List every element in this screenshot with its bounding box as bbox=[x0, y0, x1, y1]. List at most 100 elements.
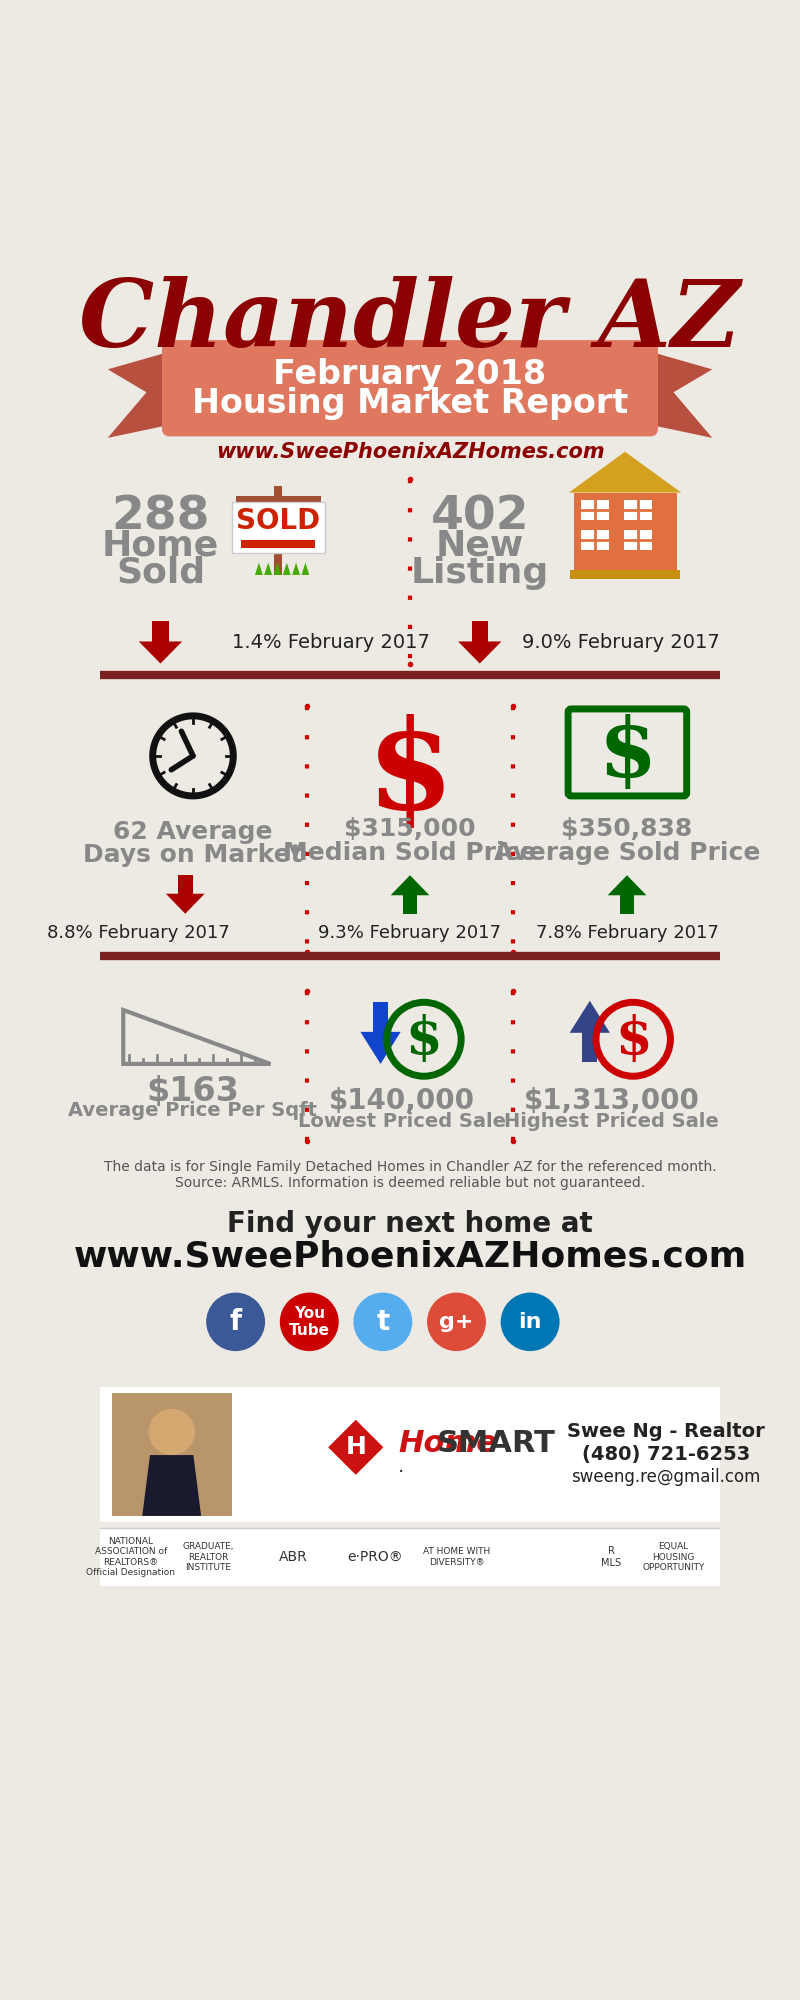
Text: $1,313,000: $1,313,000 bbox=[523, 1088, 699, 1116]
Polygon shape bbox=[361, 1032, 401, 1064]
FancyBboxPatch shape bbox=[100, 1528, 720, 1586]
Text: t: t bbox=[376, 1308, 390, 1336]
Polygon shape bbox=[390, 876, 430, 896]
Polygon shape bbox=[620, 894, 634, 914]
Text: SOLD: SOLD bbox=[236, 508, 320, 536]
Text: R
MLS: R MLS bbox=[602, 1546, 622, 1568]
Text: Swee Ng - Realtor: Swee Ng - Realtor bbox=[567, 1422, 765, 1440]
Text: f: f bbox=[230, 1308, 242, 1336]
Text: $140,000: $140,000 bbox=[330, 1088, 475, 1116]
Polygon shape bbox=[608, 876, 646, 896]
Text: $315,000: $315,000 bbox=[344, 818, 476, 842]
Polygon shape bbox=[650, 352, 712, 438]
Text: Listing: Listing bbox=[410, 556, 549, 590]
FancyBboxPatch shape bbox=[112, 1394, 232, 1516]
Text: www.SweePhoenixAZHomes.com: www.SweePhoenixAZHomes.com bbox=[216, 442, 604, 462]
FancyBboxPatch shape bbox=[574, 492, 677, 570]
Text: .: . bbox=[398, 1456, 405, 1476]
Text: ◆: ◆ bbox=[328, 1412, 383, 1482]
Text: in: in bbox=[518, 1312, 542, 1332]
Text: sweeng.re@gmail.com: sweeng.re@gmail.com bbox=[571, 1468, 761, 1486]
Polygon shape bbox=[582, 1030, 598, 1062]
Text: e·PRO®: e·PRO® bbox=[347, 1550, 403, 1564]
Text: Lowest Priced Sale: Lowest Priced Sale bbox=[298, 1112, 506, 1130]
Circle shape bbox=[354, 1292, 412, 1352]
Text: 1.4% February 2017: 1.4% February 2017 bbox=[232, 634, 430, 652]
Text: You
Tube: You Tube bbox=[289, 1306, 330, 1338]
Polygon shape bbox=[108, 352, 170, 438]
FancyBboxPatch shape bbox=[232, 502, 325, 552]
Text: Average Price Per Sqft: Average Price Per Sqft bbox=[69, 1100, 318, 1120]
Text: 8.8% February 2017: 8.8% February 2017 bbox=[47, 924, 230, 942]
Text: Chandler AZ: Chandler AZ bbox=[79, 276, 741, 366]
Text: The data is for Single Family Detached Homes in Chandler AZ for the referenced m: The data is for Single Family Detached H… bbox=[104, 1160, 716, 1174]
Text: New: New bbox=[436, 528, 524, 562]
Text: Median Sold Price: Median Sold Price bbox=[283, 840, 537, 864]
FancyBboxPatch shape bbox=[568, 708, 686, 796]
Text: 9.0% February 2017: 9.0% February 2017 bbox=[522, 634, 720, 652]
Polygon shape bbox=[274, 486, 282, 574]
FancyBboxPatch shape bbox=[162, 340, 658, 436]
Text: 9.3% February 2017: 9.3% February 2017 bbox=[318, 924, 502, 942]
FancyBboxPatch shape bbox=[582, 530, 609, 550]
FancyBboxPatch shape bbox=[624, 530, 652, 550]
FancyBboxPatch shape bbox=[582, 500, 609, 520]
Text: (480) 721-6253: (480) 721-6253 bbox=[582, 1446, 750, 1464]
Circle shape bbox=[149, 1408, 195, 1456]
Text: NATIONAL
ASSOCIATION of
REALTORS®
Official Designation: NATIONAL ASSOCIATION of REALTORS® Offici… bbox=[86, 1536, 175, 1578]
Text: ABR: ABR bbox=[279, 1550, 308, 1564]
Text: Source: ARMLS. Information is deemed reliable but not guaranteed.: Source: ARMLS. Information is deemed rel… bbox=[175, 1176, 645, 1190]
Text: $: $ bbox=[406, 1014, 442, 1064]
Text: SMART: SMART bbox=[437, 1428, 556, 1458]
Text: H: H bbox=[346, 1434, 366, 1458]
Text: Sold: Sold bbox=[116, 556, 205, 590]
Text: $163: $163 bbox=[146, 1076, 239, 1108]
Polygon shape bbox=[471, 622, 488, 644]
Polygon shape bbox=[458, 642, 502, 664]
Polygon shape bbox=[373, 1002, 388, 1034]
Polygon shape bbox=[274, 562, 282, 574]
Circle shape bbox=[501, 1292, 559, 1352]
Polygon shape bbox=[255, 562, 262, 574]
Circle shape bbox=[280, 1292, 338, 1352]
FancyBboxPatch shape bbox=[570, 570, 680, 578]
FancyBboxPatch shape bbox=[241, 540, 315, 548]
Text: $: $ bbox=[615, 1014, 651, 1064]
Text: 402: 402 bbox=[430, 494, 529, 540]
Polygon shape bbox=[569, 452, 682, 492]
Text: GRADUATE,
REALTOR
INSTITUTE: GRADUATE, REALTOR INSTITUTE bbox=[182, 1542, 234, 1572]
Polygon shape bbox=[152, 622, 169, 644]
FancyBboxPatch shape bbox=[100, 1388, 720, 1522]
Text: Highest Priced Sale: Highest Priced Sale bbox=[504, 1112, 719, 1130]
Circle shape bbox=[206, 1292, 265, 1352]
Circle shape bbox=[427, 1292, 486, 1352]
Polygon shape bbox=[283, 562, 290, 574]
Polygon shape bbox=[402, 894, 418, 914]
Text: $: $ bbox=[598, 714, 656, 794]
Text: February 2018: February 2018 bbox=[274, 358, 546, 392]
Text: Days on Market: Days on Market bbox=[83, 842, 303, 866]
Text: 7.8% February 2017: 7.8% February 2017 bbox=[535, 924, 718, 942]
Polygon shape bbox=[142, 1456, 201, 1516]
Text: Home: Home bbox=[102, 528, 219, 562]
Text: $: $ bbox=[366, 714, 454, 834]
Polygon shape bbox=[166, 894, 205, 914]
Text: Housing Market Report: Housing Market Report bbox=[192, 386, 628, 420]
Polygon shape bbox=[570, 1000, 610, 1032]
Text: $350,838: $350,838 bbox=[562, 818, 693, 842]
Text: Average Sold Price: Average Sold Price bbox=[494, 840, 760, 864]
Text: g+: g+ bbox=[439, 1312, 474, 1332]
FancyBboxPatch shape bbox=[624, 500, 652, 520]
Text: EQUAL
HOUSING
OPPORTUNITY: EQUAL HOUSING OPPORTUNITY bbox=[642, 1542, 705, 1572]
Text: 288: 288 bbox=[111, 494, 210, 540]
Text: Find your next home at: Find your next home at bbox=[227, 1210, 593, 1238]
Polygon shape bbox=[264, 562, 272, 574]
Polygon shape bbox=[302, 562, 310, 574]
Text: AT HOME WITH
DIVERSITY®: AT HOME WITH DIVERSITY® bbox=[423, 1548, 490, 1566]
FancyBboxPatch shape bbox=[236, 496, 321, 504]
Text: www.SweePhoenixAZHomes.com: www.SweePhoenixAZHomes.com bbox=[74, 1240, 746, 1274]
Polygon shape bbox=[178, 876, 193, 896]
Polygon shape bbox=[292, 562, 300, 574]
Polygon shape bbox=[138, 642, 182, 664]
Text: 62 Average: 62 Average bbox=[114, 820, 273, 844]
